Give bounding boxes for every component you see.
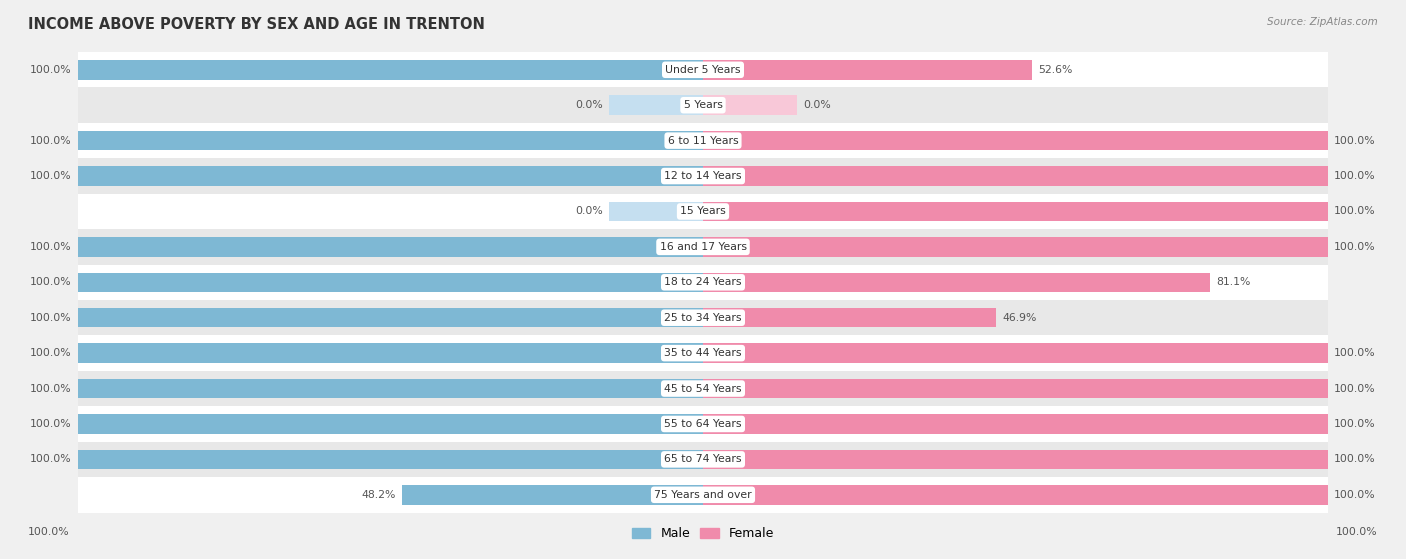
Text: 48.2%: 48.2%	[361, 490, 395, 500]
Bar	[703, 237, 1327, 257]
Bar	[79, 123, 1327, 158]
Text: 0.0%: 0.0%	[575, 206, 603, 216]
Text: 100.0%: 100.0%	[31, 171, 72, 181]
Text: 75 Years and over: 75 Years and over	[654, 490, 752, 500]
Bar	[79, 229, 1327, 264]
Text: 5 Years: 5 Years	[683, 100, 723, 110]
Text: 81.1%: 81.1%	[1216, 277, 1250, 287]
Bar	[79, 60, 703, 79]
Text: 100.0%: 100.0%	[1336, 527, 1378, 537]
Text: 100.0%: 100.0%	[1334, 490, 1375, 500]
Bar	[703, 379, 1327, 398]
Bar	[703, 167, 1327, 186]
Legend: Male, Female: Male, Female	[627, 522, 779, 545]
Text: 100.0%: 100.0%	[1334, 171, 1375, 181]
Bar	[703, 308, 995, 328]
Bar	[79, 442, 1327, 477]
Text: Source: ZipAtlas.com: Source: ZipAtlas.com	[1267, 17, 1378, 27]
Bar	[79, 335, 1327, 371]
Text: 100.0%: 100.0%	[31, 136, 72, 146]
Text: 46.9%: 46.9%	[1002, 312, 1036, 323]
Bar	[79, 477, 1327, 513]
Bar	[703, 131, 1327, 150]
Text: 12 to 14 Years: 12 to 14 Years	[664, 171, 742, 181]
Text: INCOME ABOVE POVERTY BY SEX AND AGE IN TRENTON: INCOME ABOVE POVERTY BY SEX AND AGE IN T…	[28, 17, 485, 32]
Bar	[79, 273, 703, 292]
Bar	[79, 449, 703, 469]
Bar	[79, 300, 1327, 335]
Bar	[609, 202, 703, 221]
Text: 25 to 34 Years: 25 to 34 Years	[664, 312, 742, 323]
Text: 100.0%: 100.0%	[31, 348, 72, 358]
Bar	[79, 52, 1327, 88]
Bar	[703, 96, 797, 115]
Text: 100.0%: 100.0%	[31, 242, 72, 252]
Text: Under 5 Years: Under 5 Years	[665, 65, 741, 75]
Text: 100.0%: 100.0%	[1334, 454, 1375, 465]
Text: 0.0%: 0.0%	[575, 100, 603, 110]
Text: 16 and 17 Years: 16 and 17 Years	[659, 242, 747, 252]
Text: 100.0%: 100.0%	[31, 277, 72, 287]
Text: 15 Years: 15 Years	[681, 206, 725, 216]
Text: 100.0%: 100.0%	[31, 383, 72, 394]
Text: 100.0%: 100.0%	[31, 419, 72, 429]
Bar	[703, 202, 1327, 221]
Bar	[79, 194, 1327, 229]
Bar	[79, 308, 703, 328]
Bar	[703, 273, 1209, 292]
Text: 18 to 24 Years: 18 to 24 Years	[664, 277, 742, 287]
Bar	[703, 60, 1032, 79]
Text: 100.0%: 100.0%	[1334, 348, 1375, 358]
Text: 100.0%: 100.0%	[1334, 242, 1375, 252]
Bar	[703, 449, 1327, 469]
Bar	[79, 264, 1327, 300]
Text: 100.0%: 100.0%	[1334, 383, 1375, 394]
Bar	[703, 414, 1327, 434]
Text: 0.0%: 0.0%	[803, 100, 831, 110]
Text: 100.0%: 100.0%	[1334, 136, 1375, 146]
Bar	[402, 485, 703, 505]
Text: 100.0%: 100.0%	[1334, 419, 1375, 429]
Bar	[79, 167, 703, 186]
Text: 45 to 54 Years: 45 to 54 Years	[664, 383, 742, 394]
Text: 35 to 44 Years: 35 to 44 Years	[664, 348, 742, 358]
Text: 55 to 64 Years: 55 to 64 Years	[664, 419, 742, 429]
Bar	[79, 343, 703, 363]
Text: 52.6%: 52.6%	[1038, 65, 1073, 75]
Text: 65 to 74 Years: 65 to 74 Years	[664, 454, 742, 465]
Bar	[703, 485, 1327, 505]
Bar	[79, 406, 1327, 442]
Bar	[79, 131, 703, 150]
Text: 6 to 11 Years: 6 to 11 Years	[668, 136, 738, 146]
Bar	[79, 158, 1327, 194]
Text: 100.0%: 100.0%	[1334, 206, 1375, 216]
Text: 100.0%: 100.0%	[28, 527, 70, 537]
Bar	[79, 379, 703, 398]
Bar	[79, 88, 1327, 123]
Bar	[79, 237, 703, 257]
Text: 100.0%: 100.0%	[31, 65, 72, 75]
Bar	[703, 343, 1327, 363]
Text: 100.0%: 100.0%	[31, 312, 72, 323]
Bar	[79, 371, 1327, 406]
Bar	[609, 96, 703, 115]
Text: 100.0%: 100.0%	[31, 454, 72, 465]
Bar	[79, 414, 703, 434]
